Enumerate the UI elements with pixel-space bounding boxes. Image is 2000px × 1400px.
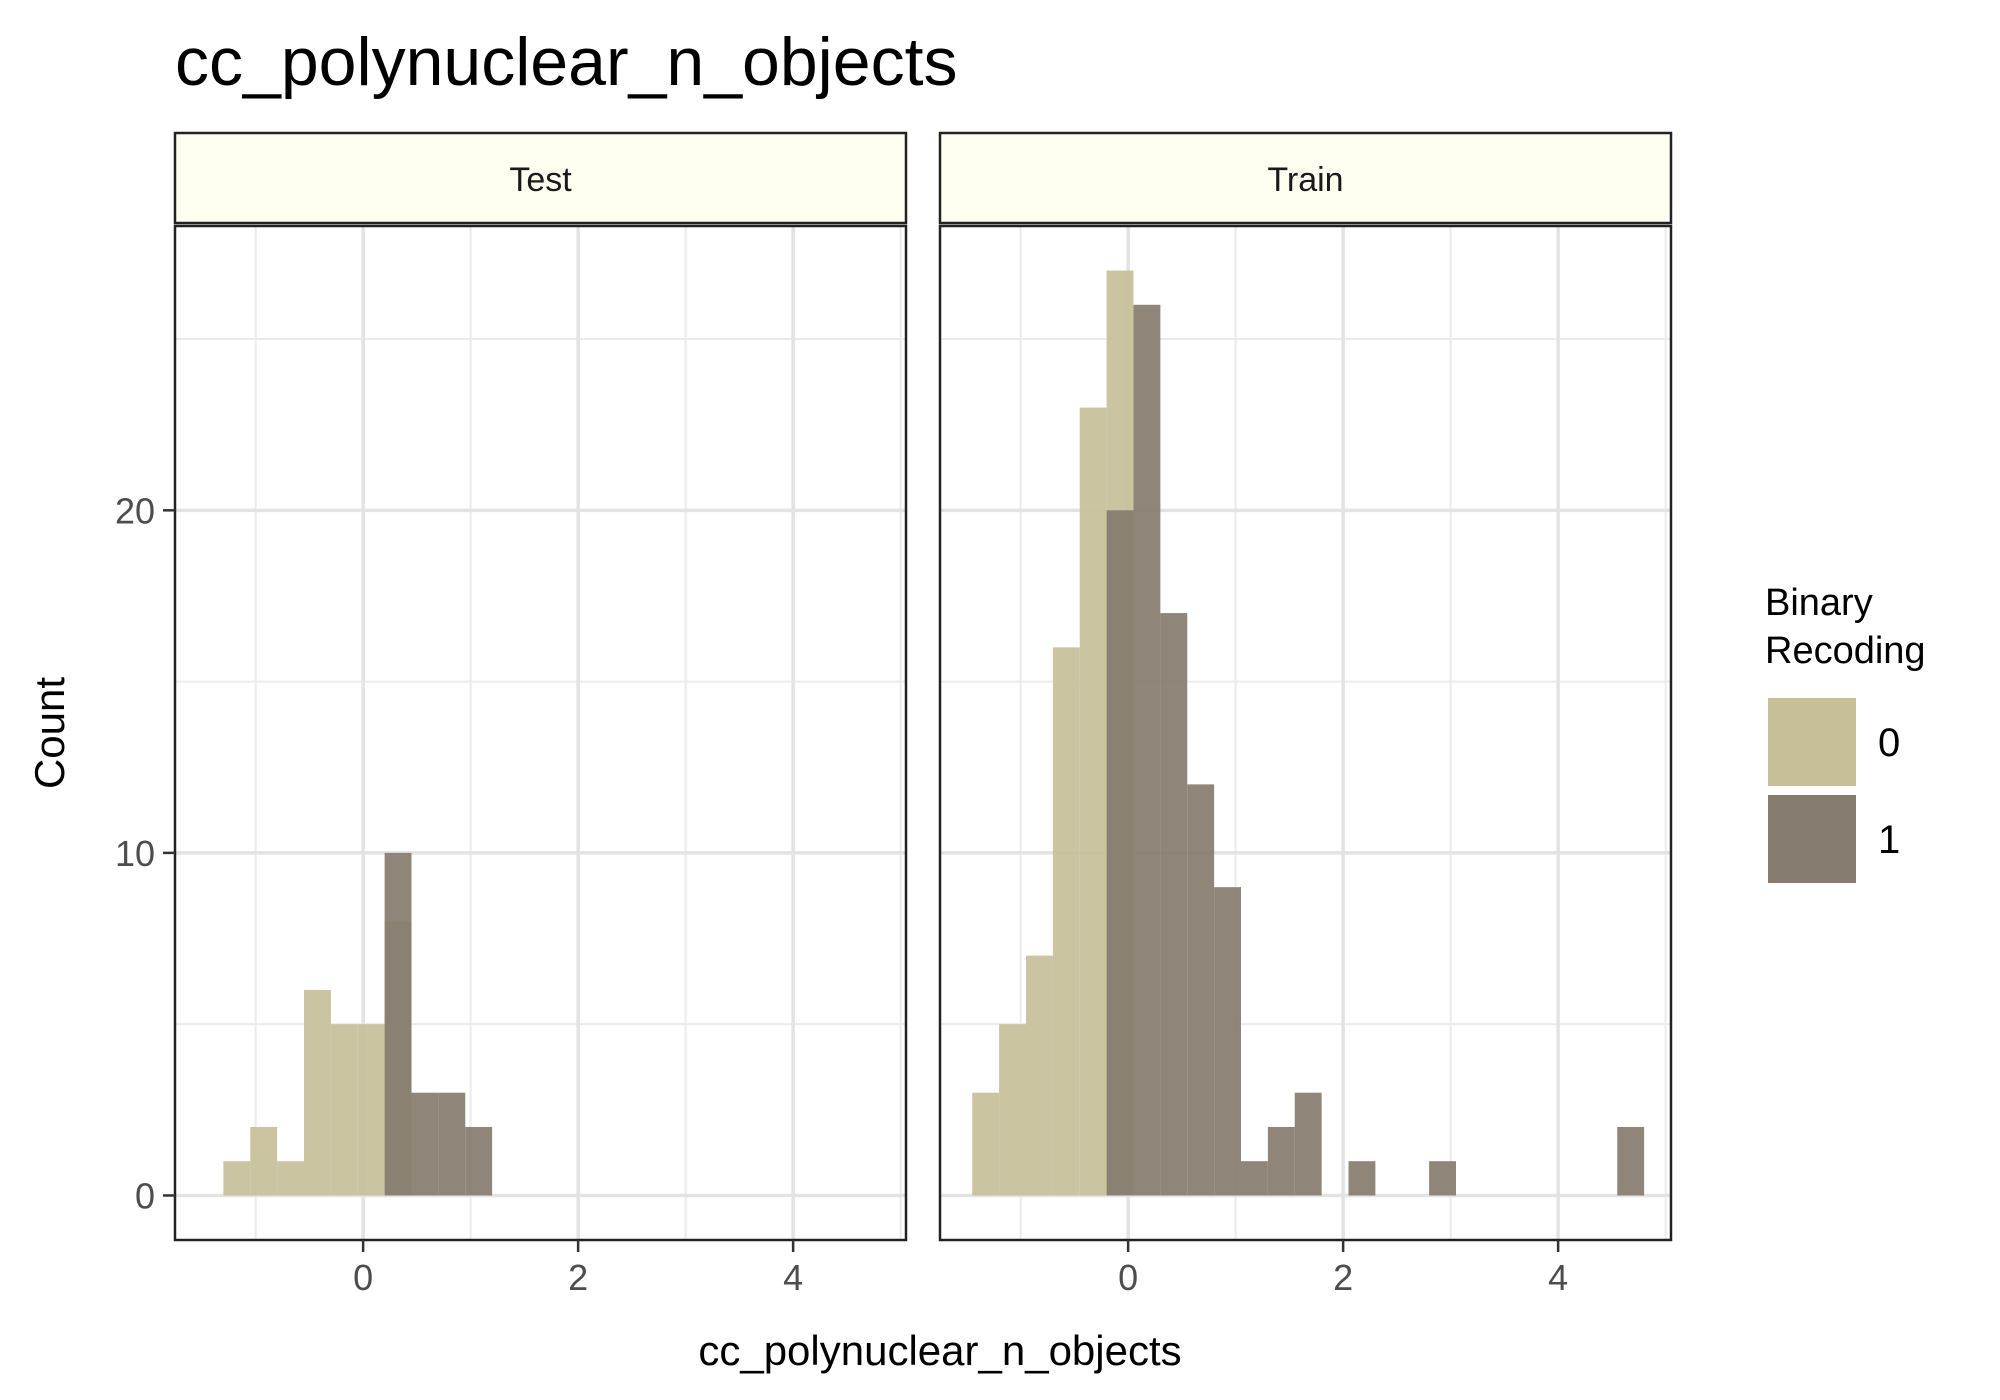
- histogram-bar: [357, 1024, 385, 1196]
- facet-strip: [173, 131, 908, 225]
- histogram-bar: [1429, 1161, 1456, 1196]
- facet-strip-label: Train: [1267, 161, 1343, 199]
- histogram-bar: [330, 1024, 358, 1196]
- histogram-bar: [1026, 955, 1053, 1196]
- legend-title: Binary: [1765, 582, 1873, 624]
- panel-border: [173, 224, 908, 1242]
- histogram-bar: [1052, 647, 1080, 1196]
- legend-title: Recoding: [1765, 630, 1926, 672]
- legend-label: 0: [1878, 721, 1900, 765]
- y-tick-label: 10: [115, 833, 155, 874]
- histogram-bar: [223, 1161, 251, 1196]
- histogram-bar: [1079, 407, 1107, 1196]
- histogram-bar: [304, 989, 331, 1196]
- panel-border: [938, 224, 1673, 1242]
- histogram-bar: [411, 1092, 439, 1196]
- legend-label: 1: [1878, 818, 1900, 862]
- histogram-bar: [1267, 1126, 1295, 1196]
- histogram-bar: [438, 1092, 466, 1196]
- histogram-bar: [1617, 1126, 1645, 1196]
- panel-background: [175, 226, 906, 1240]
- chart-title: cc_polynuclear_n_objects: [175, 24, 958, 100]
- histogram-bar: [277, 1161, 304, 1196]
- x-tick-label: 0: [353, 1257, 373, 1298]
- x-tick-label: 4: [1548, 1257, 1568, 1298]
- legend: Binary Recoding 0 1: [1765, 582, 1926, 883]
- facet-train: Train 0 2 4: [938, 131, 1673, 1298]
- y-axis-label: Count: [26, 677, 73, 789]
- histogram-bar: [1187, 784, 1215, 1196]
- histogram-bar: [1214, 887, 1241, 1196]
- x-axis-label: cc_polynuclear_n_objects: [698, 1327, 1181, 1374]
- facet-strip: [938, 131, 1673, 225]
- histogram-bar: [1160, 613, 1188, 1196]
- legend-key-0: [1768, 698, 1856, 786]
- histogram-bar: [1106, 510, 1134, 1196]
- histogram-bar: [1133, 304, 1161, 1196]
- facet-strip-label: Test: [509, 161, 572, 199]
- x-tick-label: 2: [1333, 1257, 1353, 1298]
- histogram-bar: [1294, 1092, 1322, 1196]
- histogram-bar: [1241, 1161, 1268, 1196]
- facet-panels: Test 0 2 4 0 10 20 Train 0 2 4: [115, 131, 1673, 1298]
- histogram-bar: [465, 1126, 493, 1196]
- y-tick-label: 20: [115, 490, 155, 531]
- histogram-bar: [250, 1126, 278, 1196]
- histogram-bar: [384, 852, 412, 1196]
- x-tick-label: 2: [568, 1257, 588, 1298]
- x-tick-label: 0: [1118, 1257, 1138, 1298]
- facet-test: Test 0 2 4 0 10 20: [115, 131, 908, 1298]
- x-tick-label: 4: [783, 1257, 803, 1298]
- y-tick-label: 0: [135, 1175, 155, 1216]
- histogram-bar: [1348, 1161, 1376, 1196]
- histogram-bar: [999, 1024, 1026, 1196]
- histogram-bar: [972, 1092, 1000, 1196]
- legend-key-1: [1768, 795, 1856, 883]
